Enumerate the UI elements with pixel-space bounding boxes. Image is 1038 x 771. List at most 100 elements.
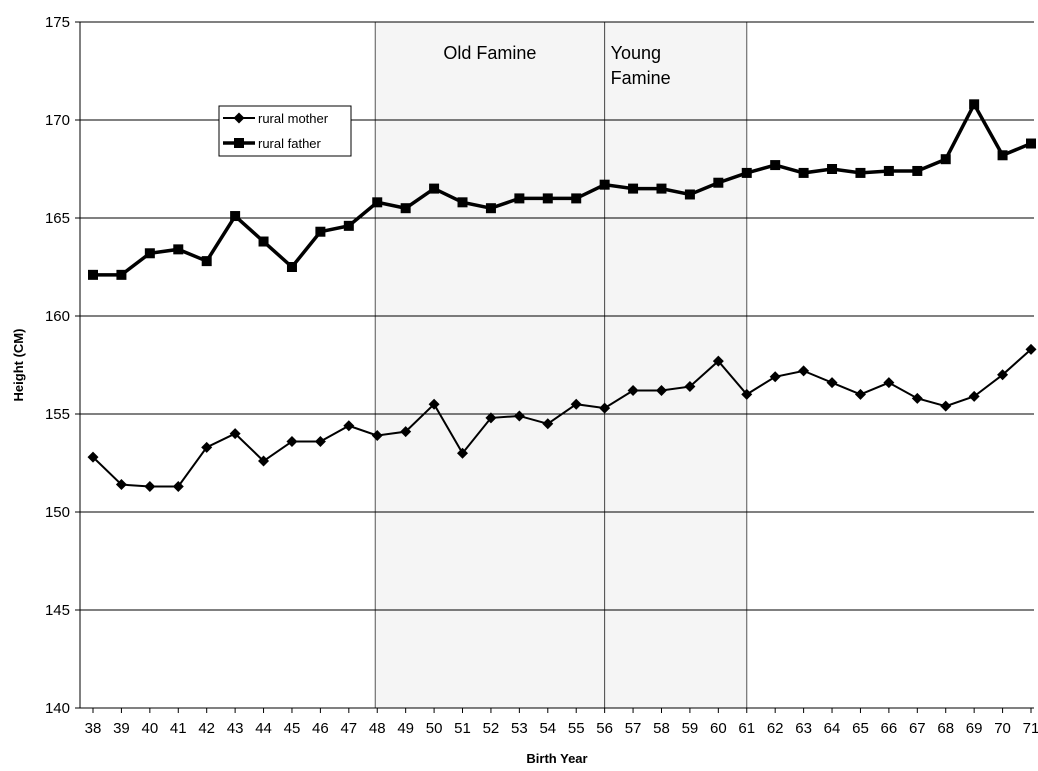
data-point-diamond bbox=[712, 355, 724, 367]
data-point-diamond bbox=[627, 384, 639, 396]
shaded-region bbox=[374, 21, 606, 709]
x-tick-label: 57 bbox=[625, 720, 642, 737]
series-layer bbox=[87, 99, 1037, 493]
data-point-square bbox=[571, 193, 582, 204]
data-point-square bbox=[656, 183, 667, 194]
data-point-square bbox=[798, 167, 809, 178]
x-tick-label: 68 bbox=[937, 720, 954, 737]
y-tick-label: 145 bbox=[45, 602, 70, 619]
x-tick-label: 51 bbox=[454, 720, 471, 737]
shaded-region-label-line: Young bbox=[611, 43, 661, 63]
data-point-square bbox=[429, 183, 440, 194]
data-point-square bbox=[230, 211, 241, 222]
legend-label: rural mother bbox=[258, 111, 329, 126]
x-tick-label: 71 bbox=[1023, 720, 1038, 737]
data-point-square bbox=[286, 262, 297, 272]
x-tick-label: 50 bbox=[426, 720, 443, 737]
shaded-region-label-line: Famine bbox=[611, 68, 671, 88]
data-point-diamond bbox=[769, 371, 781, 383]
data-point-square bbox=[997, 150, 1008, 161]
x-tick-label: 65 bbox=[852, 720, 869, 737]
data-point-diamond bbox=[258, 455, 270, 467]
data-point-square bbox=[713, 177, 724, 188]
data-point-diamond bbox=[968, 390, 980, 402]
y-tick-label: 140 bbox=[45, 700, 70, 717]
x-tick-label: 53 bbox=[511, 720, 528, 737]
x-tick-label: 59 bbox=[682, 720, 699, 737]
data-point-square bbox=[201, 256, 212, 267]
y-tick-label: 150 bbox=[45, 504, 70, 521]
data-point-diamond bbox=[599, 402, 611, 414]
data-point-diamond bbox=[314, 435, 326, 447]
data-point-square bbox=[827, 164, 838, 174]
x-tick-label: 60 bbox=[710, 720, 727, 737]
data-point-diamond bbox=[542, 418, 554, 430]
x-tick-label: 39 bbox=[113, 720, 130, 737]
data-point-diamond bbox=[371, 430, 383, 442]
data-point-diamond bbox=[883, 377, 895, 389]
y-tick-label: 175 bbox=[45, 14, 70, 31]
x-tick-label: 42 bbox=[198, 720, 215, 737]
data-point-square bbox=[88, 269, 98, 280]
series-rural-mother bbox=[87, 343, 1037, 493]
x-tick-label: 56 bbox=[596, 720, 613, 737]
x-tick-label: 44 bbox=[255, 720, 272, 737]
gridlines bbox=[80, 21, 1034, 611]
x-tick-label: 62 bbox=[767, 720, 784, 737]
data-point-diamond bbox=[233, 112, 245, 124]
data-point-diamond bbox=[457, 447, 469, 459]
data-point-diamond bbox=[684, 381, 696, 393]
data-point-diamond bbox=[201, 441, 213, 453]
series-line bbox=[92, 348, 1032, 488]
data-point-diamond bbox=[1025, 343, 1037, 355]
data-point-diamond bbox=[286, 435, 298, 447]
data-point-diamond bbox=[826, 377, 838, 389]
x-tick-label: 40 bbox=[142, 720, 159, 737]
data-point-diamond bbox=[513, 410, 525, 422]
data-point-square bbox=[315, 226, 326, 237]
data-point-diamond bbox=[115, 479, 127, 491]
x-tick-label: 48 bbox=[369, 720, 386, 737]
x-tick-label: 61 bbox=[738, 720, 755, 737]
data-point-diamond bbox=[87, 451, 99, 463]
y-tick-label: 155 bbox=[45, 406, 70, 423]
y-tick-label: 165 bbox=[45, 210, 70, 227]
x-tick-label: 52 bbox=[483, 720, 500, 737]
x-tick-label: 45 bbox=[284, 720, 301, 737]
data-point-square bbox=[514, 193, 525, 204]
x-tick-label: 58 bbox=[653, 720, 670, 737]
data-point-square bbox=[400, 203, 411, 214]
data-point-square bbox=[599, 179, 610, 190]
data-point-square bbox=[234, 138, 244, 148]
data-point-square bbox=[116, 269, 127, 280]
shaded-region-label: Old Famine bbox=[443, 43, 536, 63]
x-tick-label: 43 bbox=[227, 720, 244, 737]
data-point-square bbox=[1026, 138, 1036, 149]
shaded-region bbox=[604, 21, 748, 709]
x-tick-label: 70 bbox=[994, 720, 1011, 737]
legend-label: rural father bbox=[258, 136, 322, 151]
x-tick-label: 47 bbox=[340, 720, 357, 737]
data-point-diamond bbox=[997, 369, 1009, 381]
data-point-diamond bbox=[428, 398, 440, 410]
data-point-square bbox=[883, 165, 894, 176]
y-tick-label: 170 bbox=[45, 112, 70, 129]
data-point-diamond bbox=[144, 481, 156, 493]
data-point-square bbox=[969, 99, 980, 110]
legend: rural mother rural father bbox=[218, 105, 352, 157]
y-tick-label: 160 bbox=[45, 308, 70, 325]
data-point-diamond bbox=[798, 365, 810, 377]
data-point-diamond bbox=[655, 384, 667, 396]
data-point-diamond bbox=[854, 388, 866, 400]
data-point-square bbox=[343, 220, 354, 231]
series-rural-father bbox=[88, 99, 1036, 280]
x-tick-label: 46 bbox=[312, 720, 329, 737]
x-tick-label: 64 bbox=[824, 720, 841, 737]
data-point-square bbox=[542, 193, 553, 204]
data-point-diamond bbox=[570, 398, 582, 410]
data-point-square bbox=[855, 167, 866, 178]
data-point-square bbox=[173, 244, 184, 255]
x-tick-label: 54 bbox=[539, 720, 556, 737]
data-point-square bbox=[372, 197, 383, 208]
